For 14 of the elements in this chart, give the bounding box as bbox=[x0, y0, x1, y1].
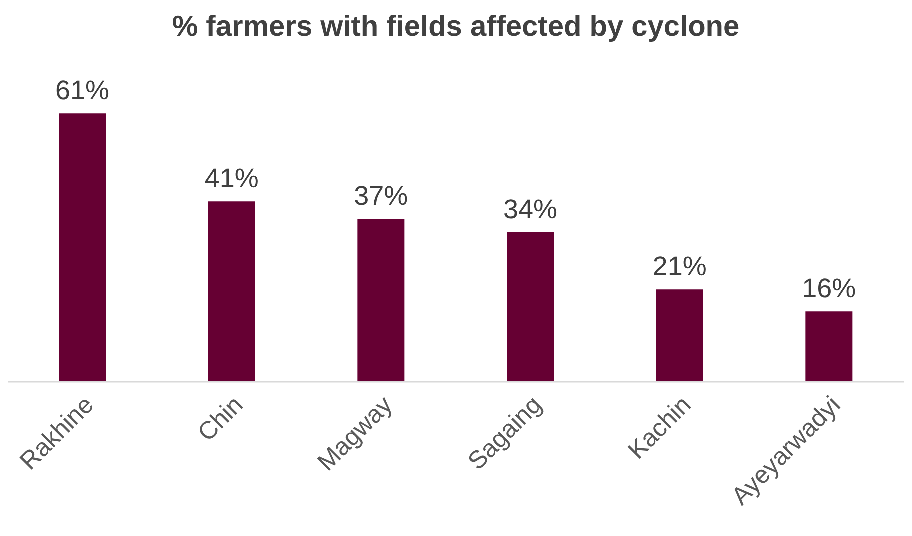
x-tick-label: Chin bbox=[192, 390, 249, 448]
data-label: 37% bbox=[354, 181, 408, 212]
data-label: 34% bbox=[503, 194, 558, 224]
bar bbox=[507, 232, 554, 382]
data-label: 16% bbox=[802, 274, 856, 304]
data-label: 41% bbox=[204, 164, 259, 194]
bar bbox=[656, 290, 704, 382]
chart-title: % farmers with fields affected by cyclone bbox=[171, 10, 741, 45]
bar bbox=[208, 202, 256, 382]
data-label: 61% bbox=[55, 76, 110, 106]
bar bbox=[59, 114, 106, 382]
bar bbox=[358, 219, 405, 382]
data-label: 21% bbox=[652, 252, 707, 282]
bar bbox=[806, 312, 853, 382]
